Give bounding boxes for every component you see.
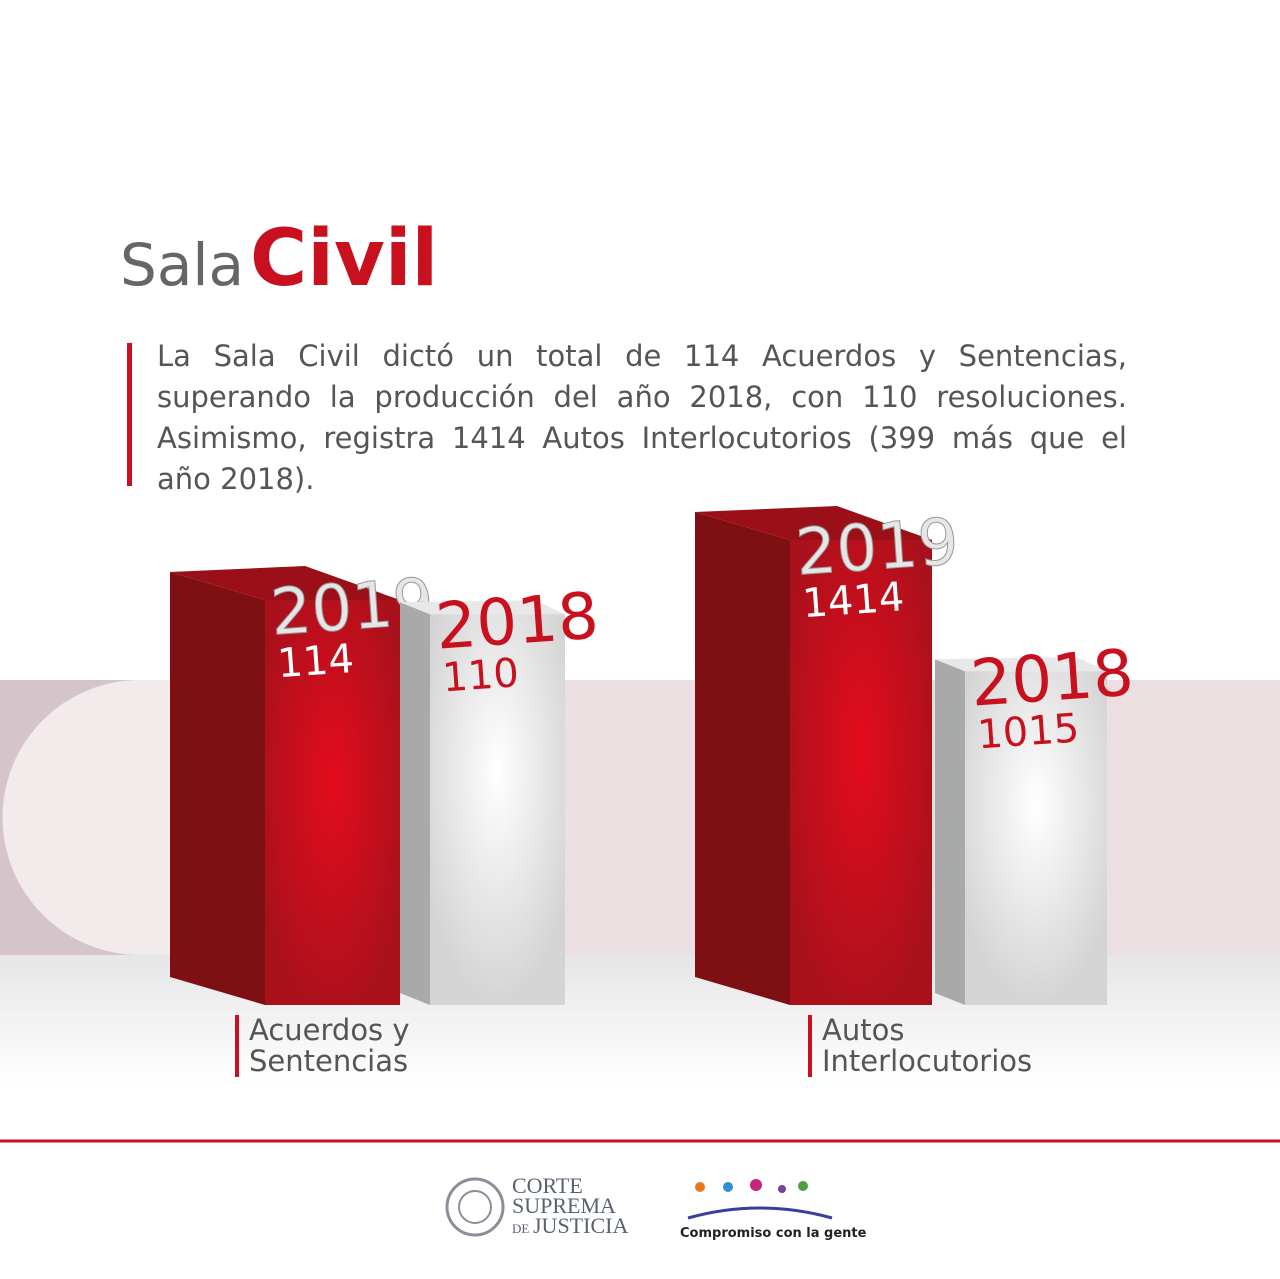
- title-bold: Civil: [250, 214, 438, 304]
- value-label: 114: [276, 636, 355, 687]
- bar-side: [400, 602, 430, 1005]
- bar-top: [170, 566, 400, 600]
- bar: [430, 614, 565, 1005]
- institution: DE: [512, 1221, 529, 1236]
- bar: [965, 671, 1107, 1005]
- bar-side: [695, 512, 790, 1005]
- bar-top: [935, 657, 1107, 672]
- category-label: Acuerdos y Sentencias: [235, 1015, 429, 1077]
- category-label: Autos Interlocutorios: [808, 1015, 1052, 1077]
- bar: [265, 600, 400, 1005]
- people-icons: [687, 1179, 833, 1220]
- institution: SUPREMA: [512, 1193, 616, 1218]
- institution: CORTE: [512, 1173, 583, 1198]
- bar-top: [695, 506, 932, 540]
- bar-side: [935, 659, 965, 1005]
- value-label: 1414: [801, 574, 906, 627]
- seal-inner: [458, 1190, 492, 1224]
- title-light: Sala: [120, 231, 244, 299]
- value-label: 110: [441, 650, 520, 701]
- description: La Sala Civil dictó un total de 114 Acue…: [157, 339, 1127, 496]
- series-label: 2018: [968, 637, 1136, 722]
- accent: [127, 343, 132, 486]
- institution: JUSTICIA: [533, 1213, 628, 1238]
- series-label: 2018: [433, 580, 601, 665]
- bar: [790, 540, 932, 1005]
- value-label: 1015: [976, 705, 1081, 758]
- seal: [445, 1177, 505, 1237]
- bar-top: [400, 600, 565, 615]
- slogan: Compromiso con la gente: [680, 1226, 867, 1241]
- bar-side: [170, 572, 265, 1005]
- series-label: 2019: [793, 505, 961, 590]
